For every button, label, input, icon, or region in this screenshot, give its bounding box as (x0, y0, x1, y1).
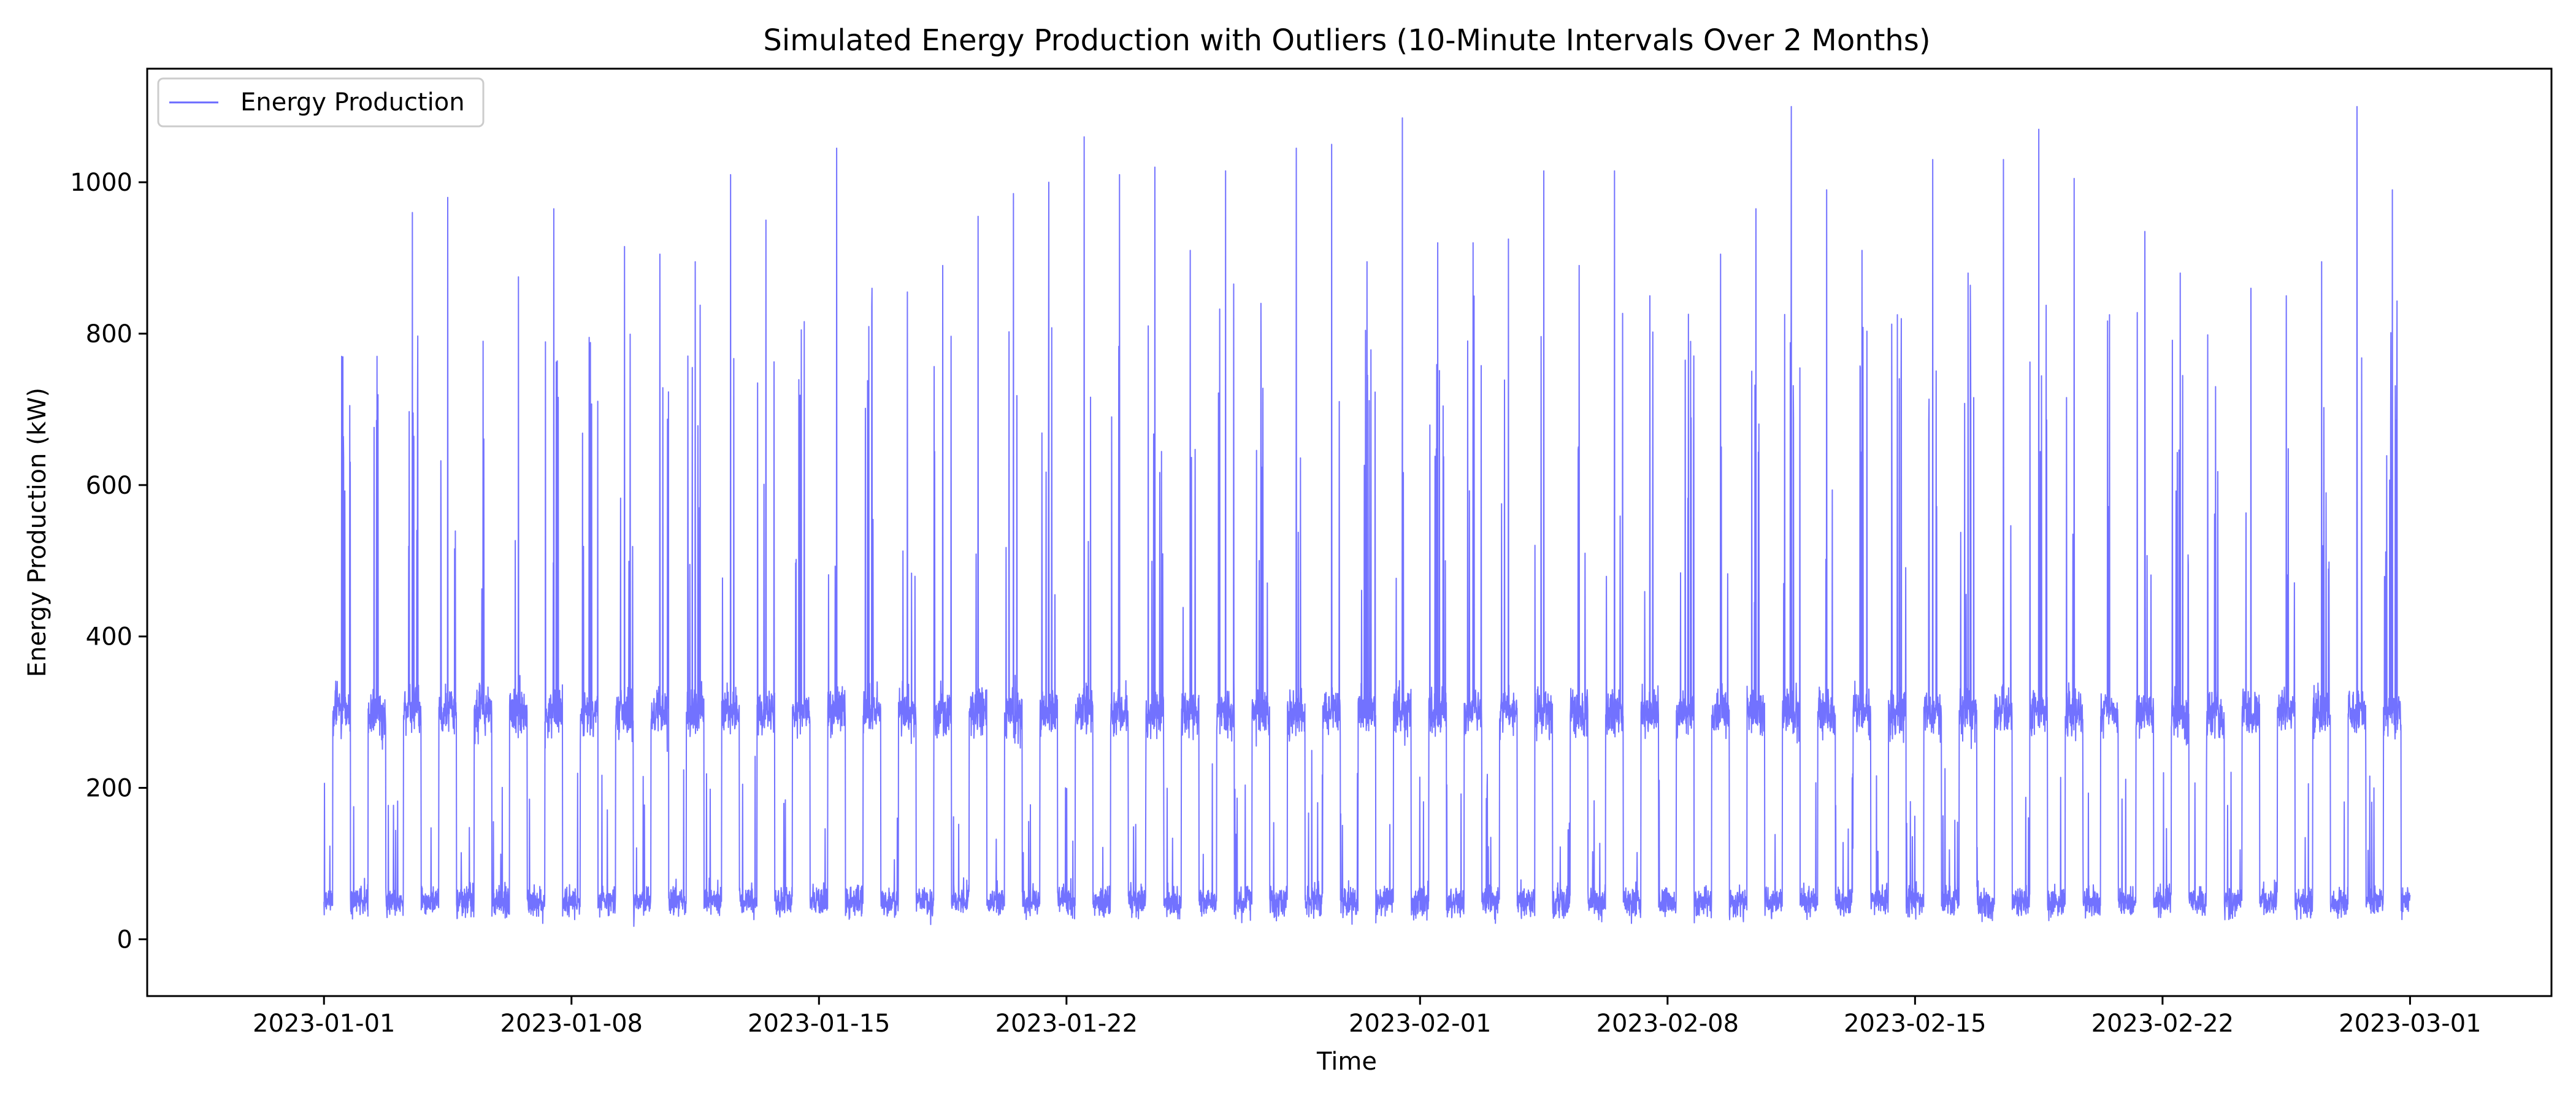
y-tick-label: 0 (117, 926, 132, 954)
legend-label: Energy Production (240, 88, 465, 117)
x-tick-label: 2023-01-22 (995, 1010, 1138, 1038)
x-tick-label: 2023-02-15 (1844, 1010, 1986, 1038)
energy-production-line (323, 105, 2411, 927)
x-tick-label: 2023-01-15 (748, 1010, 890, 1038)
y-tick-label: 200 (86, 775, 132, 803)
x-tick-label: 2023-02-22 (2091, 1010, 2234, 1038)
y-tick-label: 400 (86, 623, 132, 651)
y-tick-label: 1000 (70, 169, 132, 197)
plot-frame (146, 67, 2553, 997)
y-axis: 0 200 400 600 800 1000 (70, 169, 147, 954)
x-tick-label: 2023-02-08 (1597, 1010, 1739, 1038)
y-tick-label: 800 (86, 320, 132, 348)
x-tick-label: 2023-01-08 (500, 1010, 643, 1038)
x-tick-label: 2023-02-01 (1349, 1010, 1491, 1038)
legend-box (157, 77, 485, 128)
y-tick-label: 600 (86, 472, 132, 500)
y-axis-label: Energy Production (kW) (23, 388, 52, 677)
x-tick-label: 2023-01-01 (253, 1010, 395, 1038)
x-axis-label: Time (1316, 1048, 1377, 1076)
x-tick-label: 2023-03-01 (2339, 1010, 2481, 1038)
x-axis: 2023-01-01 2023-01-08 2023-01-15 2023-01-22… (253, 996, 2482, 1038)
series-layer (323, 105, 2411, 927)
legend: Energy Production (157, 77, 485, 128)
plot-area (146, 67, 2553, 997)
chart-title: Simulated Energy Production with Outlier… (763, 23, 1930, 58)
